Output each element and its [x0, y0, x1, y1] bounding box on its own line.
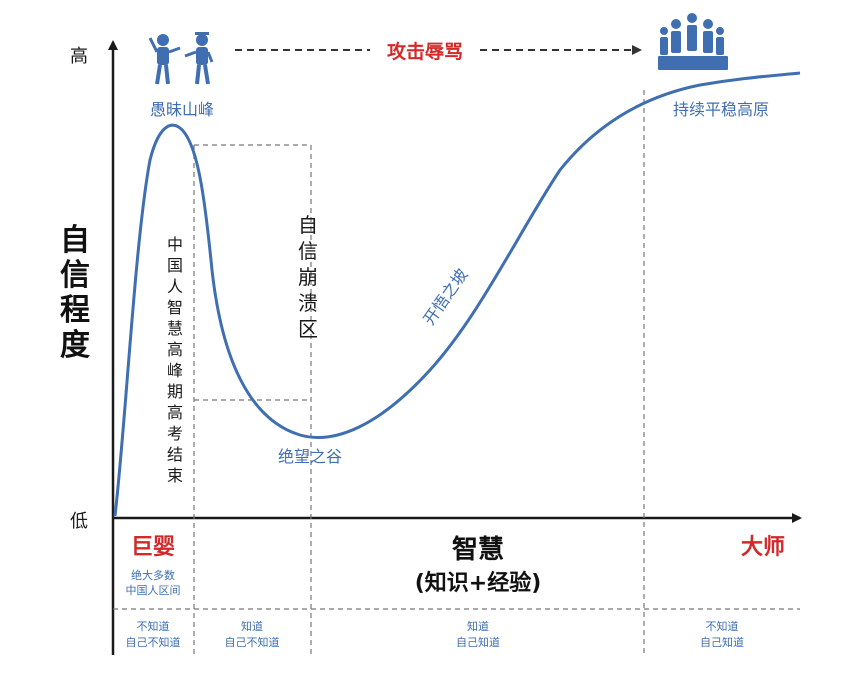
x-axis-title-line1: 智慧	[452, 535, 504, 565]
attack-label: 攻击辱骂	[387, 40, 463, 63]
quadrant-1-line2: 自己不知道	[126, 635, 181, 649]
slope-label: 开悟之坡	[419, 265, 471, 328]
y-axis-low-label: 低	[70, 511, 88, 532]
majority-note-line1: 绝大多数	[131, 568, 175, 582]
confidence-curve	[113, 71, 801, 517]
gaokao-char: 人	[167, 277, 183, 296]
gaokao-char: 结	[167, 445, 183, 464]
y-axis-title-char: 程	[60, 293, 90, 328]
y-axis-title-char: 自	[60, 223, 90, 258]
quadrant-1-line1: 不知道	[137, 619, 170, 633]
collapse-char: 溃	[298, 291, 318, 315]
collapse-char: 信	[298, 239, 318, 263]
arguing-people-icon	[148, 32, 214, 85]
y-axis-title-char: 信	[60, 258, 90, 293]
gaokao-char: 高	[167, 403, 183, 422]
gaokao-char: 高	[167, 340, 183, 359]
y-axis-title-char: 度	[60, 328, 90, 363]
gaokao-char: 国	[167, 256, 183, 275]
quadrant-2-line1: 知道	[241, 619, 263, 633]
gaokao-char: 中	[167, 235, 183, 254]
knowledge-quadrants: 不知道 自己不知道 知道 自己不知道 知道 自己知道 不知道 自己知道	[126, 619, 745, 649]
collapse-char: 自	[298, 213, 318, 237]
x-right-label: 大师	[741, 534, 785, 560]
quadrant-3-line2: 自己知道	[456, 635, 500, 649]
quadrant-3-line1: 知道	[467, 619, 489, 633]
gaokao-note: 中 国 人 智 慧 高 峰 期 高 考 结 束	[167, 235, 183, 485]
gaokao-char: 峰	[167, 361, 183, 380]
guide-lines	[113, 90, 800, 655]
gaokao-char: 束	[167, 466, 183, 485]
quadrant-4-line1: 不知道	[706, 619, 739, 633]
majority-note-line2: 中国人区间	[126, 584, 181, 597]
y-axis-high-label: 高	[70, 46, 88, 67]
x-left-label: 巨婴	[131, 535, 175, 560]
gaokao-char: 期	[167, 382, 183, 401]
stupid-peak-label: 愚昧山峰	[150, 100, 214, 119]
gaokao-char: 考	[167, 424, 183, 443]
gaokao-char: 智	[167, 298, 183, 317]
x-axis-title-line2: (知识+经验)	[415, 570, 542, 596]
quadrant-2-line2: 自己不知道	[225, 635, 280, 649]
plateau-label: 持续平稳高原	[673, 100, 769, 119]
podium-people-icon	[658, 13, 728, 70]
collapse-char: 崩	[298, 265, 318, 289]
collapse-zone-note: 自 信 崩 溃 区	[298, 213, 318, 341]
y-axis-title: 自 信 程 度	[60, 223, 90, 363]
collapse-char: 区	[298, 317, 318, 341]
valley-label: 绝望之谷	[278, 447, 342, 466]
quadrant-4-line2: 自己知道	[700, 635, 744, 649]
gaokao-char: 慧	[167, 319, 183, 338]
